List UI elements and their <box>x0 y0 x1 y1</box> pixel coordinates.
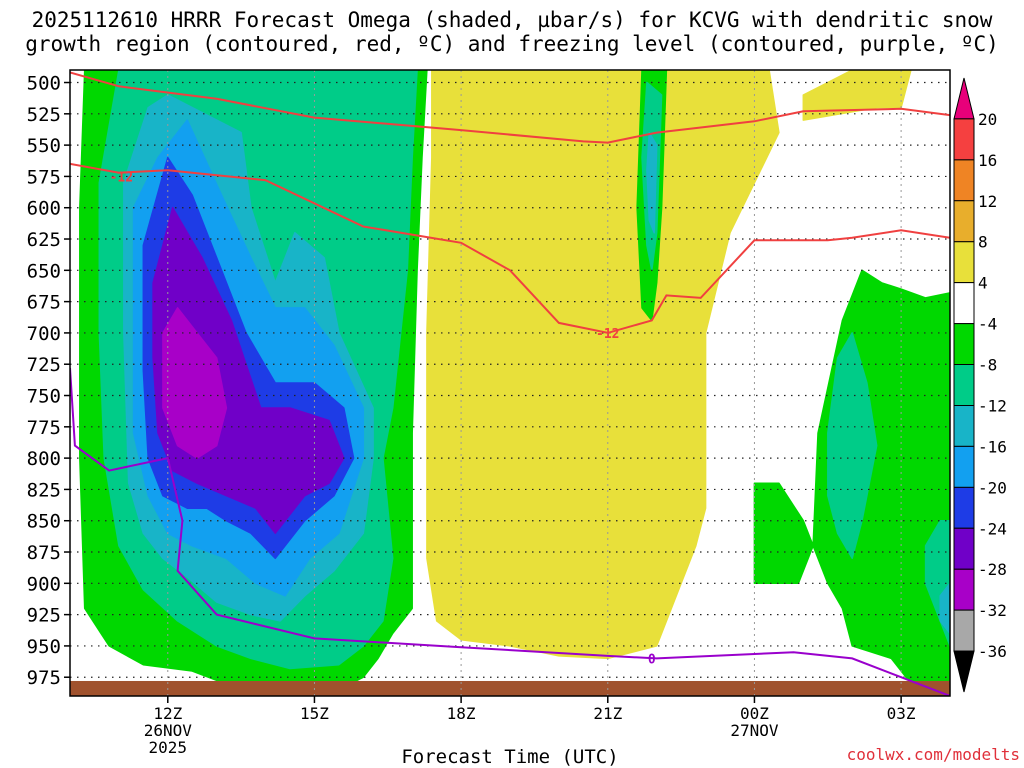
dgz-upper-contour <box>70 71 950 144</box>
colorbar-label--28: -28 <box>978 560 1007 579</box>
y-tick-label-675: 675 <box>27 292 61 314</box>
source-credit[interactable]: coolwx.com/modelts <box>846 745 1020 764</box>
colorbar-label-8: 8 <box>978 233 988 252</box>
x-tick-label-15Z: 15Z <box>300 704 329 723</box>
y-tick-label-525: 525 <box>27 104 61 126</box>
x-tick-year-12Z: 2025 <box>149 738 188 757</box>
x-tick-label-21Z: 21Z <box>593 704 622 723</box>
y-tick-label-650: 650 <box>27 260 61 282</box>
freezing-level-contour <box>70 367 950 696</box>
colorbar-bin-14 <box>953 650 975 693</box>
x-tick-label-03Z: 03Z <box>887 704 916 723</box>
colorbar-bin-3 <box>953 200 975 243</box>
y-tick-label-975: 975 <box>27 667 61 689</box>
colorbar-label--16: -16 <box>978 437 1007 456</box>
colorbar-bin-12 <box>953 568 975 611</box>
x-tick-label-00Z: 00Z <box>740 704 769 723</box>
y-tick-label-800: 800 <box>27 448 61 470</box>
colorbar-bin-0 <box>953 77 975 120</box>
temperature-contours: -12 -12 0 <box>70 71 950 696</box>
y-tick-label-775: 775 <box>27 417 61 439</box>
colorbar-label--32: -32 <box>978 601 1007 620</box>
colorbar-bin-5 <box>953 282 975 325</box>
colorbar-label-20: 20 <box>978 110 997 129</box>
y-axis: 500 525 550 575 600 625 650 675 700 725 750 775 800 8… <box>27 73 70 689</box>
colorbar-label--4: -4 <box>978 315 997 334</box>
y-tick-label-575: 575 <box>27 166 61 188</box>
colorbar-bin-9 <box>953 445 975 488</box>
x-tick-date-12Z: 26NOV <box>144 721 193 740</box>
y-tick-label-625: 625 <box>27 229 61 251</box>
dgz-minus12-contour <box>70 162 950 334</box>
omega-region--28-0 <box>162 307 228 459</box>
omega-region-4-1 <box>802 70 912 121</box>
colorbar-bin-4 <box>953 241 975 284</box>
colorbar-bin-7 <box>953 364 975 406</box>
plot-frame <box>69 69 951 697</box>
colorbar-bin-1 <box>953 118 975 161</box>
colorbar-bin-11 <box>953 527 975 570</box>
x-tick-date-00Z: 27NOV <box>730 721 779 740</box>
contour-label-0: -12 <box>110 170 133 185</box>
colorbar-bin-13 <box>953 609 975 652</box>
y-tick-label-750: 750 <box>27 386 61 408</box>
colorbar-label-12: 12 <box>978 192 997 211</box>
colorbar-label--20: -20 <box>978 478 1007 497</box>
y-tick-label-850: 850 <box>27 511 61 533</box>
ground-band <box>70 680 950 696</box>
omega-shaded-field <box>79 70 950 696</box>
y-tick-label-550: 550 <box>27 135 61 157</box>
colorbar: 20 16 12 8 4 -4 -8 -12 -16 -20 -24 -28 -32 -36 <box>953 77 1007 693</box>
chart-title-line-2: growth region (contoured, red, ºC) and f… <box>25 32 999 56</box>
omega-region--8-2 <box>827 332 878 560</box>
x-tick-label-12Z: 12Z <box>153 704 182 723</box>
omega-region--12-1 <box>646 131 658 234</box>
x-tick-label-18Z: 18Z <box>447 704 476 723</box>
y-tick-label-725: 725 <box>27 354 61 376</box>
colorbar-bin-10 <box>953 486 975 529</box>
chart-title-line-1: 2025112610 HRRR Forecast Omega (shaded, … <box>31 8 993 32</box>
colorbar-bin-8 <box>953 404 975 447</box>
x-axis-title: Forecast Time (UTC) <box>401 746 619 768</box>
y-tick-label-950: 950 <box>27 636 61 658</box>
colorbar-label--8: -8 <box>978 356 997 375</box>
dotted-gridlines <box>70 70 950 696</box>
colorbar-label-16: 16 <box>978 151 997 170</box>
colorbar-label--36: -36 <box>978 642 1007 661</box>
y-tick-label-875: 875 <box>27 542 61 564</box>
y-tick-label-700: 700 <box>27 323 61 345</box>
y-tick-label-825: 825 <box>27 479 61 501</box>
colorbar-label--12: -12 <box>978 396 1007 415</box>
y-tick-label-500: 500 <box>27 73 61 95</box>
omega-region--12-2 <box>939 582 950 635</box>
contour-label-1: -12 <box>596 327 619 342</box>
y-tick-label-900: 900 <box>27 573 61 595</box>
colorbar-bin-6 <box>953 323 975 366</box>
colorbar-bin-2 <box>953 159 975 202</box>
y-tick-label-600: 600 <box>27 198 61 220</box>
colorbar-label-4: 4 <box>978 274 988 293</box>
contour-label-2: 0 <box>648 652 656 667</box>
y-tick-label-925: 925 <box>27 605 61 627</box>
colorbar-label--24: -24 <box>978 519 1007 538</box>
ground-surface <box>70 680 950 696</box>
